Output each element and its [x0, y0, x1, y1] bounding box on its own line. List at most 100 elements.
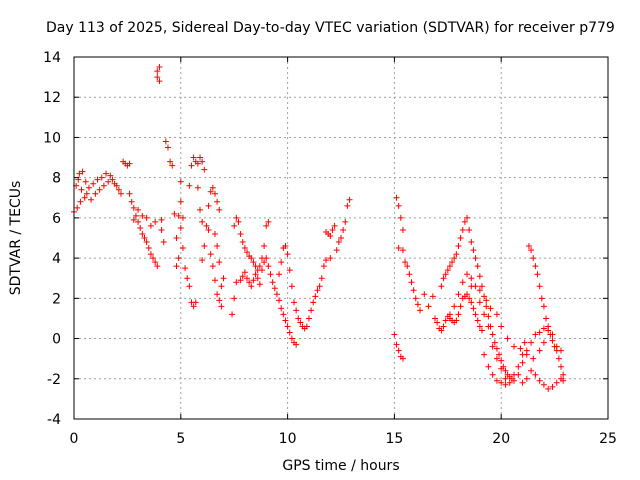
- data-point: [235, 218, 242, 225]
- data-point: [498, 323, 505, 330]
- data-point: [241, 245, 248, 252]
- data-point: [254, 275, 261, 282]
- data-point: [282, 243, 289, 250]
- data-point: [491, 339, 498, 346]
- data-point: [211, 190, 218, 197]
- data-point: [177, 224, 184, 231]
- data-point: [455, 243, 462, 250]
- data-point: [434, 319, 441, 326]
- data-point: [489, 331, 496, 338]
- data-point: [239, 273, 246, 280]
- data-point: [126, 160, 133, 167]
- data-point: [498, 379, 505, 386]
- data-point: [442, 271, 449, 278]
- data-point: [545, 323, 552, 330]
- data-point: [511, 343, 518, 350]
- data-point: [248, 283, 255, 290]
- y-tick-label: 12: [43, 90, 61, 106]
- data-point: [76, 170, 83, 177]
- data-point: [81, 194, 88, 201]
- data-point: [98, 174, 105, 181]
- data-point: [269, 279, 276, 286]
- data-point: [331, 222, 338, 229]
- data-point: [128, 198, 135, 205]
- data-point: [464, 214, 471, 221]
- data-point: [186, 182, 193, 189]
- data-point: [468, 299, 475, 306]
- data-point: [446, 311, 453, 318]
- data-point: [177, 178, 184, 185]
- data-point: [476, 273, 483, 280]
- data-point: [169, 162, 176, 169]
- data-point: [214, 291, 221, 298]
- data-point: [192, 299, 199, 306]
- data-point: [395, 347, 402, 354]
- data-point: [305, 315, 312, 322]
- data-point: [147, 251, 154, 258]
- data-point: [145, 245, 152, 252]
- x-tick-label: 25: [599, 431, 617, 447]
- data-point: [493, 345, 500, 352]
- data-point: [284, 251, 291, 258]
- data-point: [489, 371, 496, 378]
- data-point: [197, 206, 204, 213]
- data-point: [457, 303, 464, 310]
- data-point: [88, 196, 95, 203]
- data-point: [391, 331, 398, 338]
- data-point: [468, 283, 475, 290]
- data-point: [293, 341, 300, 348]
- data-point: [237, 230, 244, 237]
- data-point: [205, 226, 212, 233]
- data-point: [135, 218, 142, 225]
- data-point: [323, 257, 330, 264]
- data-point: [117, 190, 124, 197]
- data-point: [335, 239, 342, 246]
- data-point: [474, 263, 481, 270]
- data-point: [560, 371, 567, 378]
- data-point: [207, 251, 214, 258]
- data-point: [442, 317, 449, 324]
- data-point: [216, 259, 223, 266]
- data-point: [220, 275, 227, 282]
- data-point: [182, 265, 189, 272]
- y-tick-label: 2: [52, 291, 61, 307]
- data-point: [446, 263, 453, 270]
- data-point: [540, 325, 547, 332]
- data-point: [216, 297, 223, 304]
- y-tick-label: 6: [52, 211, 61, 227]
- data-point: [320, 263, 327, 270]
- data-point: [205, 202, 212, 209]
- data-point: [449, 259, 456, 266]
- data-point: [560, 377, 567, 384]
- data-point: [333, 247, 340, 254]
- data-point: [549, 383, 556, 390]
- data-point: [523, 347, 530, 354]
- data-point: [100, 182, 107, 189]
- data-point: [493, 355, 500, 362]
- x-tick-labels: 0 5 10 15 20 25: [70, 431, 617, 447]
- data-point: [397, 214, 404, 221]
- data-point: [346, 196, 353, 203]
- data-point: [273, 291, 280, 298]
- data-point: [399, 355, 406, 362]
- data-point: [175, 255, 182, 262]
- data-point: [551, 343, 558, 350]
- data-point: [308, 307, 315, 314]
- data-point: [485, 313, 492, 320]
- y-tick-label: 0: [52, 332, 61, 348]
- data-point: [476, 287, 483, 294]
- data-point: [538, 295, 545, 302]
- data-point: [553, 347, 560, 354]
- data-point: [280, 311, 287, 318]
- data-point: [461, 218, 468, 225]
- data-point: [218, 283, 225, 290]
- data-point: [218, 303, 225, 310]
- data-point: [517, 345, 524, 352]
- data-point: [464, 291, 471, 298]
- data-point: [438, 327, 445, 334]
- data-point: [92, 190, 99, 197]
- data-point: [476, 323, 483, 330]
- data-point: [523, 375, 530, 382]
- data-point: [154, 263, 161, 270]
- x-tick-label: 5: [176, 431, 185, 447]
